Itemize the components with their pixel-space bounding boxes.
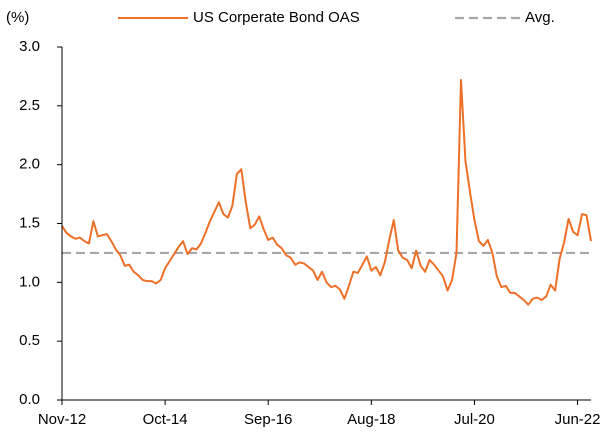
legend-label: US Corperate Bond OAS xyxy=(193,9,360,26)
y-tick-label: 2.0 xyxy=(19,156,40,173)
y-tick-label: 2.5 xyxy=(19,97,40,114)
legend-label: Avg. xyxy=(525,9,555,26)
data-line xyxy=(61,78,592,306)
x-tick-label: Nov-12 xyxy=(38,411,86,428)
y-tick-label: 0.0 xyxy=(19,391,40,408)
y-tick-label: 0.5 xyxy=(19,332,40,349)
x-tick-label: Sep-16 xyxy=(244,411,292,428)
y-tick-label: 3.0 xyxy=(19,38,40,55)
x-tick-label: Jun-22 xyxy=(555,411,601,428)
x-tick-label: Oct-14 xyxy=(143,411,188,428)
y-unit-label: (%) xyxy=(6,9,29,26)
y-tick-label: 1.0 xyxy=(19,273,40,290)
y-tick-label: 1.5 xyxy=(19,214,40,231)
x-tick-label: Aug-18 xyxy=(347,411,395,428)
x-tick-label: Jul-20 xyxy=(454,411,495,428)
